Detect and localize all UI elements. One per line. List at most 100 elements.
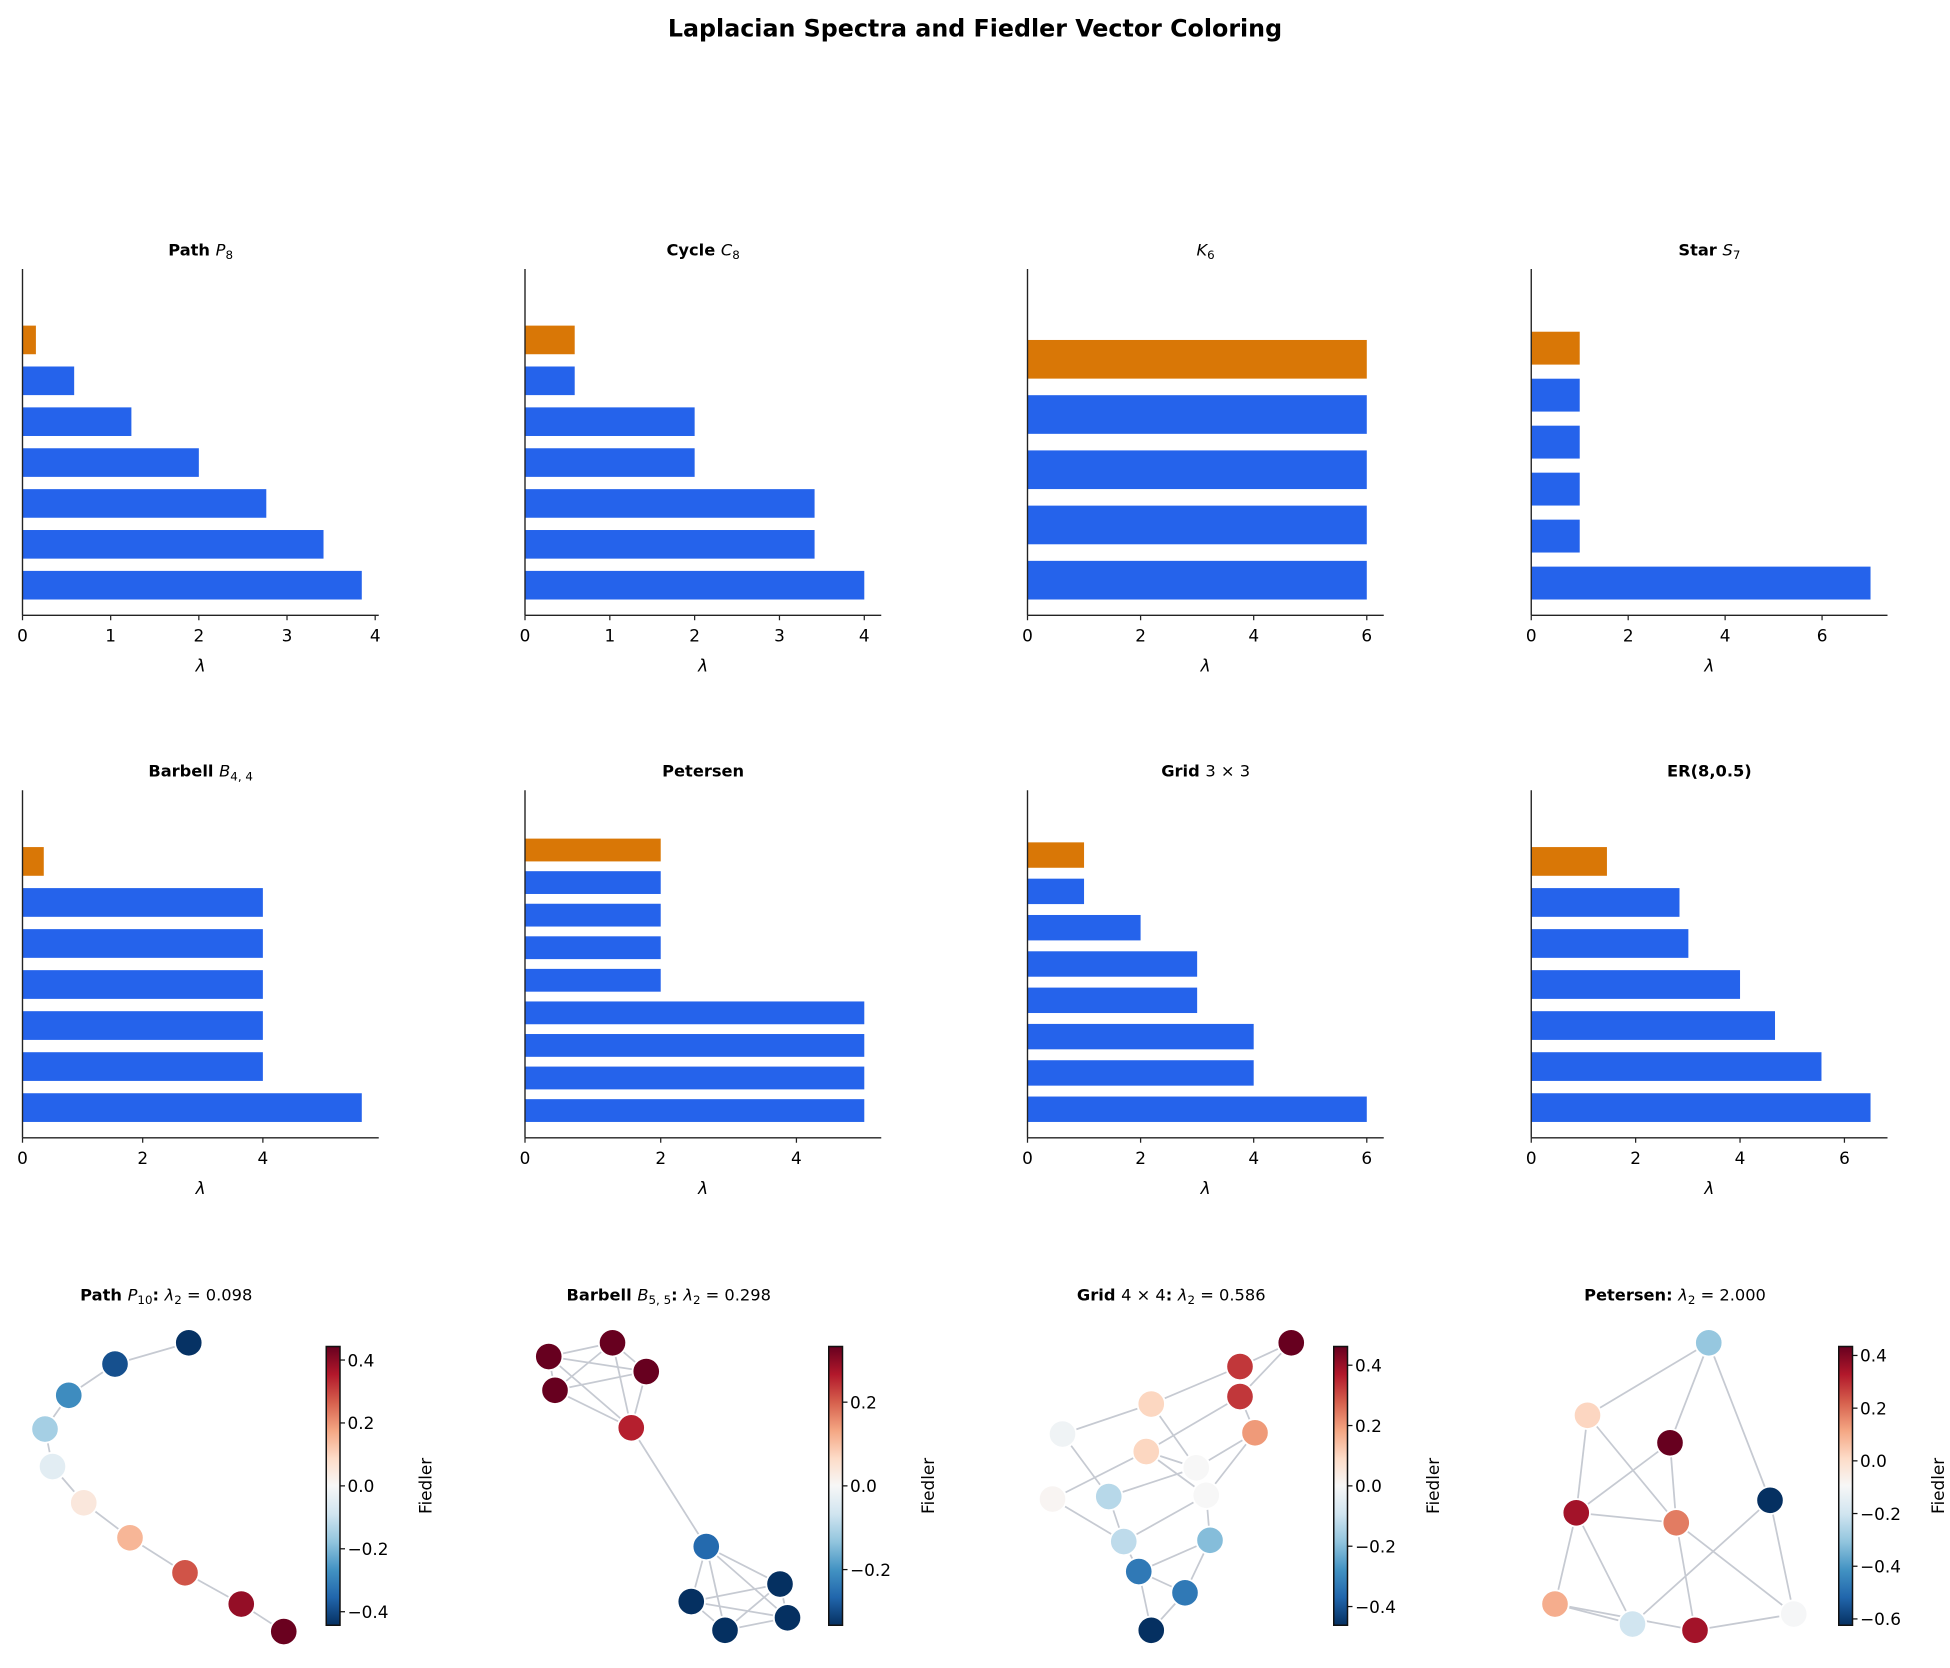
x-tick-label: 1 [105,626,116,646]
graph-node [1136,1389,1166,1419]
title-segment: 2 [1188,1293,1196,1307]
eigenvalue-bar [1531,1093,1871,1122]
eigenvalue-bar [22,970,263,999]
title-segment: = 2.000 [1695,1285,1765,1304]
x-tick-label: 2 [137,1148,148,1168]
eigenvalue-bar [525,530,815,559]
title-segment: λ [1677,1285,1688,1304]
eigenvalue-bar [525,489,815,518]
subplot-title: Grid 4 × 4: λ2 = 0.586 [1077,1285,1266,1307]
subplot-title: Barbell B4, 4 [148,762,253,784]
x-tick-label: 3 [774,626,785,646]
colorbar-label: Fiedler [1423,1458,1443,1514]
title-segment: 7 [1733,248,1741,262]
graph-node [1240,1418,1270,1448]
colorbar-tick-label: −0.2 [348,1539,389,1559]
eigenvalue-bar [1531,425,1580,459]
title-segment: 2 [693,1293,701,1307]
eigenvalue-bar [22,1011,263,1040]
graph-edge [691,1583,781,1603]
graph-edge [691,1600,788,1619]
title-segment: 4 × 4 [1121,1285,1166,1304]
subplot-title: Barbell B5, 5: λ2 = 0.298 [567,1285,771,1307]
x-tick-label: 4 [258,1148,269,1168]
graph-node [765,1569,795,1599]
spectrum-chart: 0 1 2 3 4 λ Cycle C8 [520,240,882,676]
x-axis-label: λ [1200,656,1211,676]
x-tick-label: 2 [1630,1148,1641,1168]
x-tick-label: 4 [859,626,870,646]
x-tick-label: 0 [17,1148,28,1168]
graph-edge [1694,1613,1794,1632]
graph-node [1109,1526,1139,1557]
x-tick-label: 0 [1022,1148,1033,1168]
x-tick-label: 0 [17,626,28,646]
eigenvalue-bar [525,1066,865,1090]
title-segment: B [637,1285,648,1304]
x-tick-label: 6 [1817,626,1828,646]
title-segment: S [1722,240,1732,259]
graph-node [1540,1589,1570,1619]
subplot-title: K6 [1197,240,1215,262]
fiedler-graph-panel: Path P10: λ2 = 0.098 −0.4 −0.2 0.0 0.2 0.4 Fie… [30,1285,435,1647]
eigenvalue-bar [22,929,263,958]
title-segment: = 0.586 [1195,1285,1265,1304]
graph-edge [1675,1522,1795,1615]
title-segment: Star [1678,240,1722,259]
graph-edge [1123,1494,1207,1543]
colorbar: −0.4 −0.2 0.0 0.2 0.4 Fiedler [325,1345,435,1626]
x-axis-label: λ [1703,656,1714,676]
title-segment: = 0.098 [182,1285,252,1304]
x-tick-label: 4 [791,1148,802,1168]
eigenvalue-bar [525,968,661,992]
colorbar-tick-label: −0.2 [1860,1504,1901,1524]
title-segment: 6 [1207,248,1215,262]
graph-edge [630,1427,707,1547]
fiedler-graph-panel: Barbell B5, 5: λ2 = 0.298 −0.2 0.0 0.2 Fiedl… [534,1285,938,1645]
graph-node [1047,1419,1078,1449]
title-segment: λ [1177,1285,1188,1304]
graph-node [1572,1400,1603,1430]
title-segment: P [128,1285,138,1304]
title-segment: Path [80,1285,127,1304]
colorbar-tick-label: −0.2 [850,1560,891,1580]
graph-edge [1575,1512,1634,1625]
x-tick-label: 4 [1735,1148,1746,1168]
graph-edge [1631,1499,1771,1625]
eigenvalue-bar [1027,987,1198,1014]
fiedler-eigenvalue-bar [22,325,36,355]
colorbar: −0.2 0.0 0.2 Fiedler [828,1345,938,1626]
graph-edge [1108,1466,1197,1498]
subplot-title: Cycle C8 [666,240,739,262]
x-tick-label: 0 [1526,1148,1537,1168]
graph-node [1225,1381,1255,1412]
figure-title: Laplacian Spectra and Fiedler Vector Col… [668,15,1282,43]
graph-edge [1587,1341,1710,1417]
graph-node [1170,1578,1200,1608]
title-segment: Grid [1077,1285,1121,1304]
subplot-title: ER(8,0.5) [1667,762,1752,781]
x-tick-label: 4 [1720,626,1731,646]
graph-node [1561,1498,1591,1528]
colorbar-label: Fiedler [1928,1458,1948,1514]
title-segment: Grid [1161,762,1205,781]
eigenvalue-bar [1027,951,1198,977]
graph-node [691,1531,721,1562]
eigenvalue-bar [525,407,695,436]
title-segment: λ [682,1285,693,1304]
fiedler-eigenvalue-bar [1531,847,1607,876]
graph-edge [1586,1414,1677,1524]
x-tick-label: 3 [282,626,293,646]
graph-node [1124,1556,1154,1587]
subplot-title: Path P10: λ2 = 0.098 [80,1285,252,1307]
eigenvalue-bar [1027,1023,1254,1050]
colorbar: −0.4 −0.2 0.0 0.2 0.4 Fiedler [1333,1345,1443,1626]
x-axis-label: λ [195,656,206,676]
colorbar-gradient [325,1345,341,1626]
title-segment: 8 [225,248,233,262]
colorbar-tick-label: 0.2 [850,1392,877,1412]
subplot-title: Grid 3 × 3 [1161,762,1250,781]
graph-edge [1576,1511,1677,1524]
eigenvalue-bar [1531,519,1580,553]
graph-node [226,1589,256,1619]
